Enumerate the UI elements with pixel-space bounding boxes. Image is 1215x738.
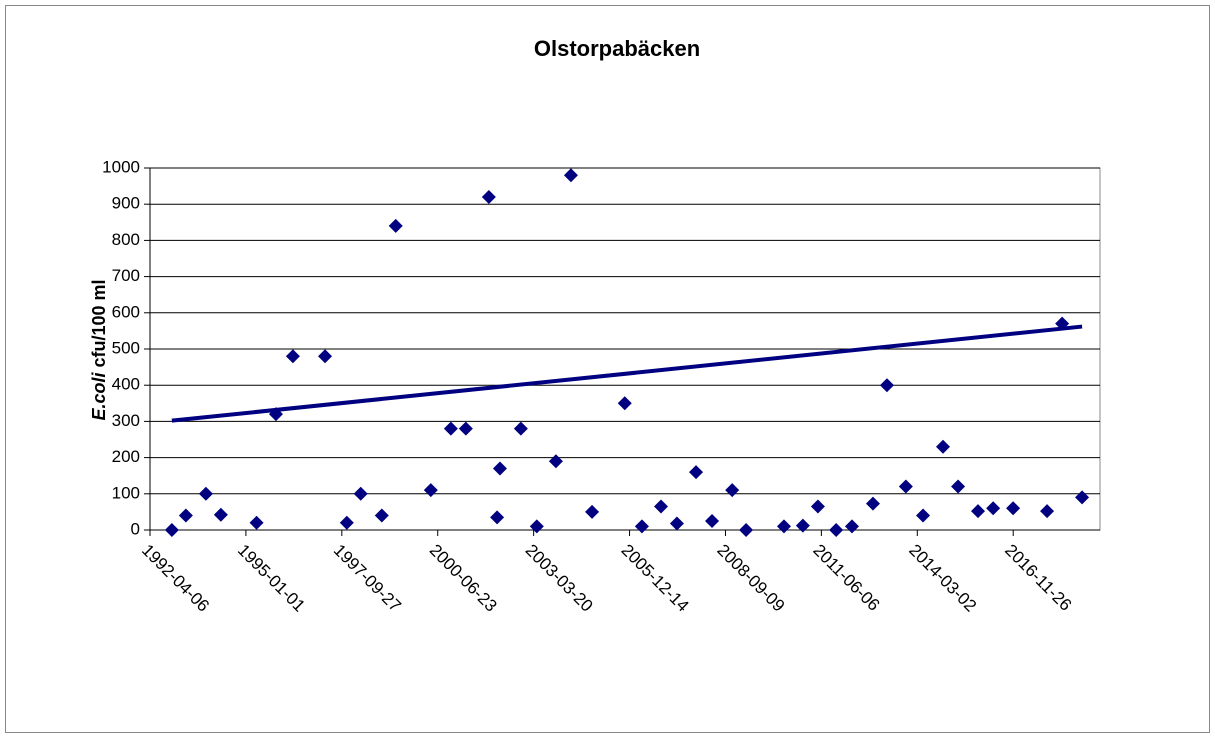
point (829, 523, 844, 537)
point (971, 504, 986, 519)
y-axis-label-rest: cfu/100 ml (89, 279, 109, 367)
point (529, 519, 544, 534)
trend-line (171, 324, 1083, 423)
point (739, 523, 754, 537)
point (654, 499, 669, 514)
point (178, 508, 193, 523)
y-tick-label: 200 (112, 447, 140, 466)
point (198, 486, 213, 501)
point (481, 189, 496, 204)
point (776, 519, 791, 534)
point (865, 496, 880, 511)
point (986, 501, 1001, 516)
point (492, 461, 507, 476)
point (1006, 501, 1021, 516)
point (725, 483, 740, 498)
y-tick-label: 600 (112, 302, 140, 321)
point (423, 483, 438, 498)
point (374, 508, 389, 523)
y-tick-label: 800 (112, 230, 140, 249)
point (318, 349, 333, 364)
point (879, 378, 894, 393)
y-axis-label: E.coli cfu/100 ml (89, 279, 109, 420)
point (705, 513, 720, 528)
point (213, 507, 228, 522)
point (563, 168, 578, 183)
y-tick-label: 400 (112, 375, 140, 394)
point (285, 349, 300, 364)
point (548, 454, 563, 469)
y-tick-label: 700 (112, 266, 140, 285)
y-axis-label-italic: E.coli (89, 372, 109, 421)
point (689, 465, 704, 480)
point (810, 499, 825, 514)
point (634, 519, 649, 534)
point (585, 504, 600, 519)
point (443, 421, 458, 436)
point (388, 218, 403, 233)
point (844, 519, 859, 534)
point (490, 510, 505, 525)
point (458, 421, 473, 436)
point (513, 421, 528, 436)
point (795, 518, 810, 533)
point (339, 515, 354, 530)
y-tick-label: 500 (112, 338, 140, 357)
point (1075, 490, 1090, 505)
point (1040, 504, 1055, 519)
point (898, 479, 913, 494)
y-tick-label: 300 (112, 411, 140, 430)
point (935, 439, 950, 454)
y-tick-label: 900 (112, 194, 140, 213)
y-tick-label: 1000 (102, 157, 140, 176)
chart-title: Olstorpabäcken (534, 36, 700, 61)
y-tick-label: 100 (112, 483, 140, 502)
point (353, 486, 368, 501)
point (249, 515, 264, 530)
point (669, 516, 684, 531)
point (916, 508, 931, 523)
point (164, 523, 179, 537)
point (951, 479, 966, 494)
y-tick-label: 0 (131, 519, 140, 538)
point (617, 396, 632, 411)
